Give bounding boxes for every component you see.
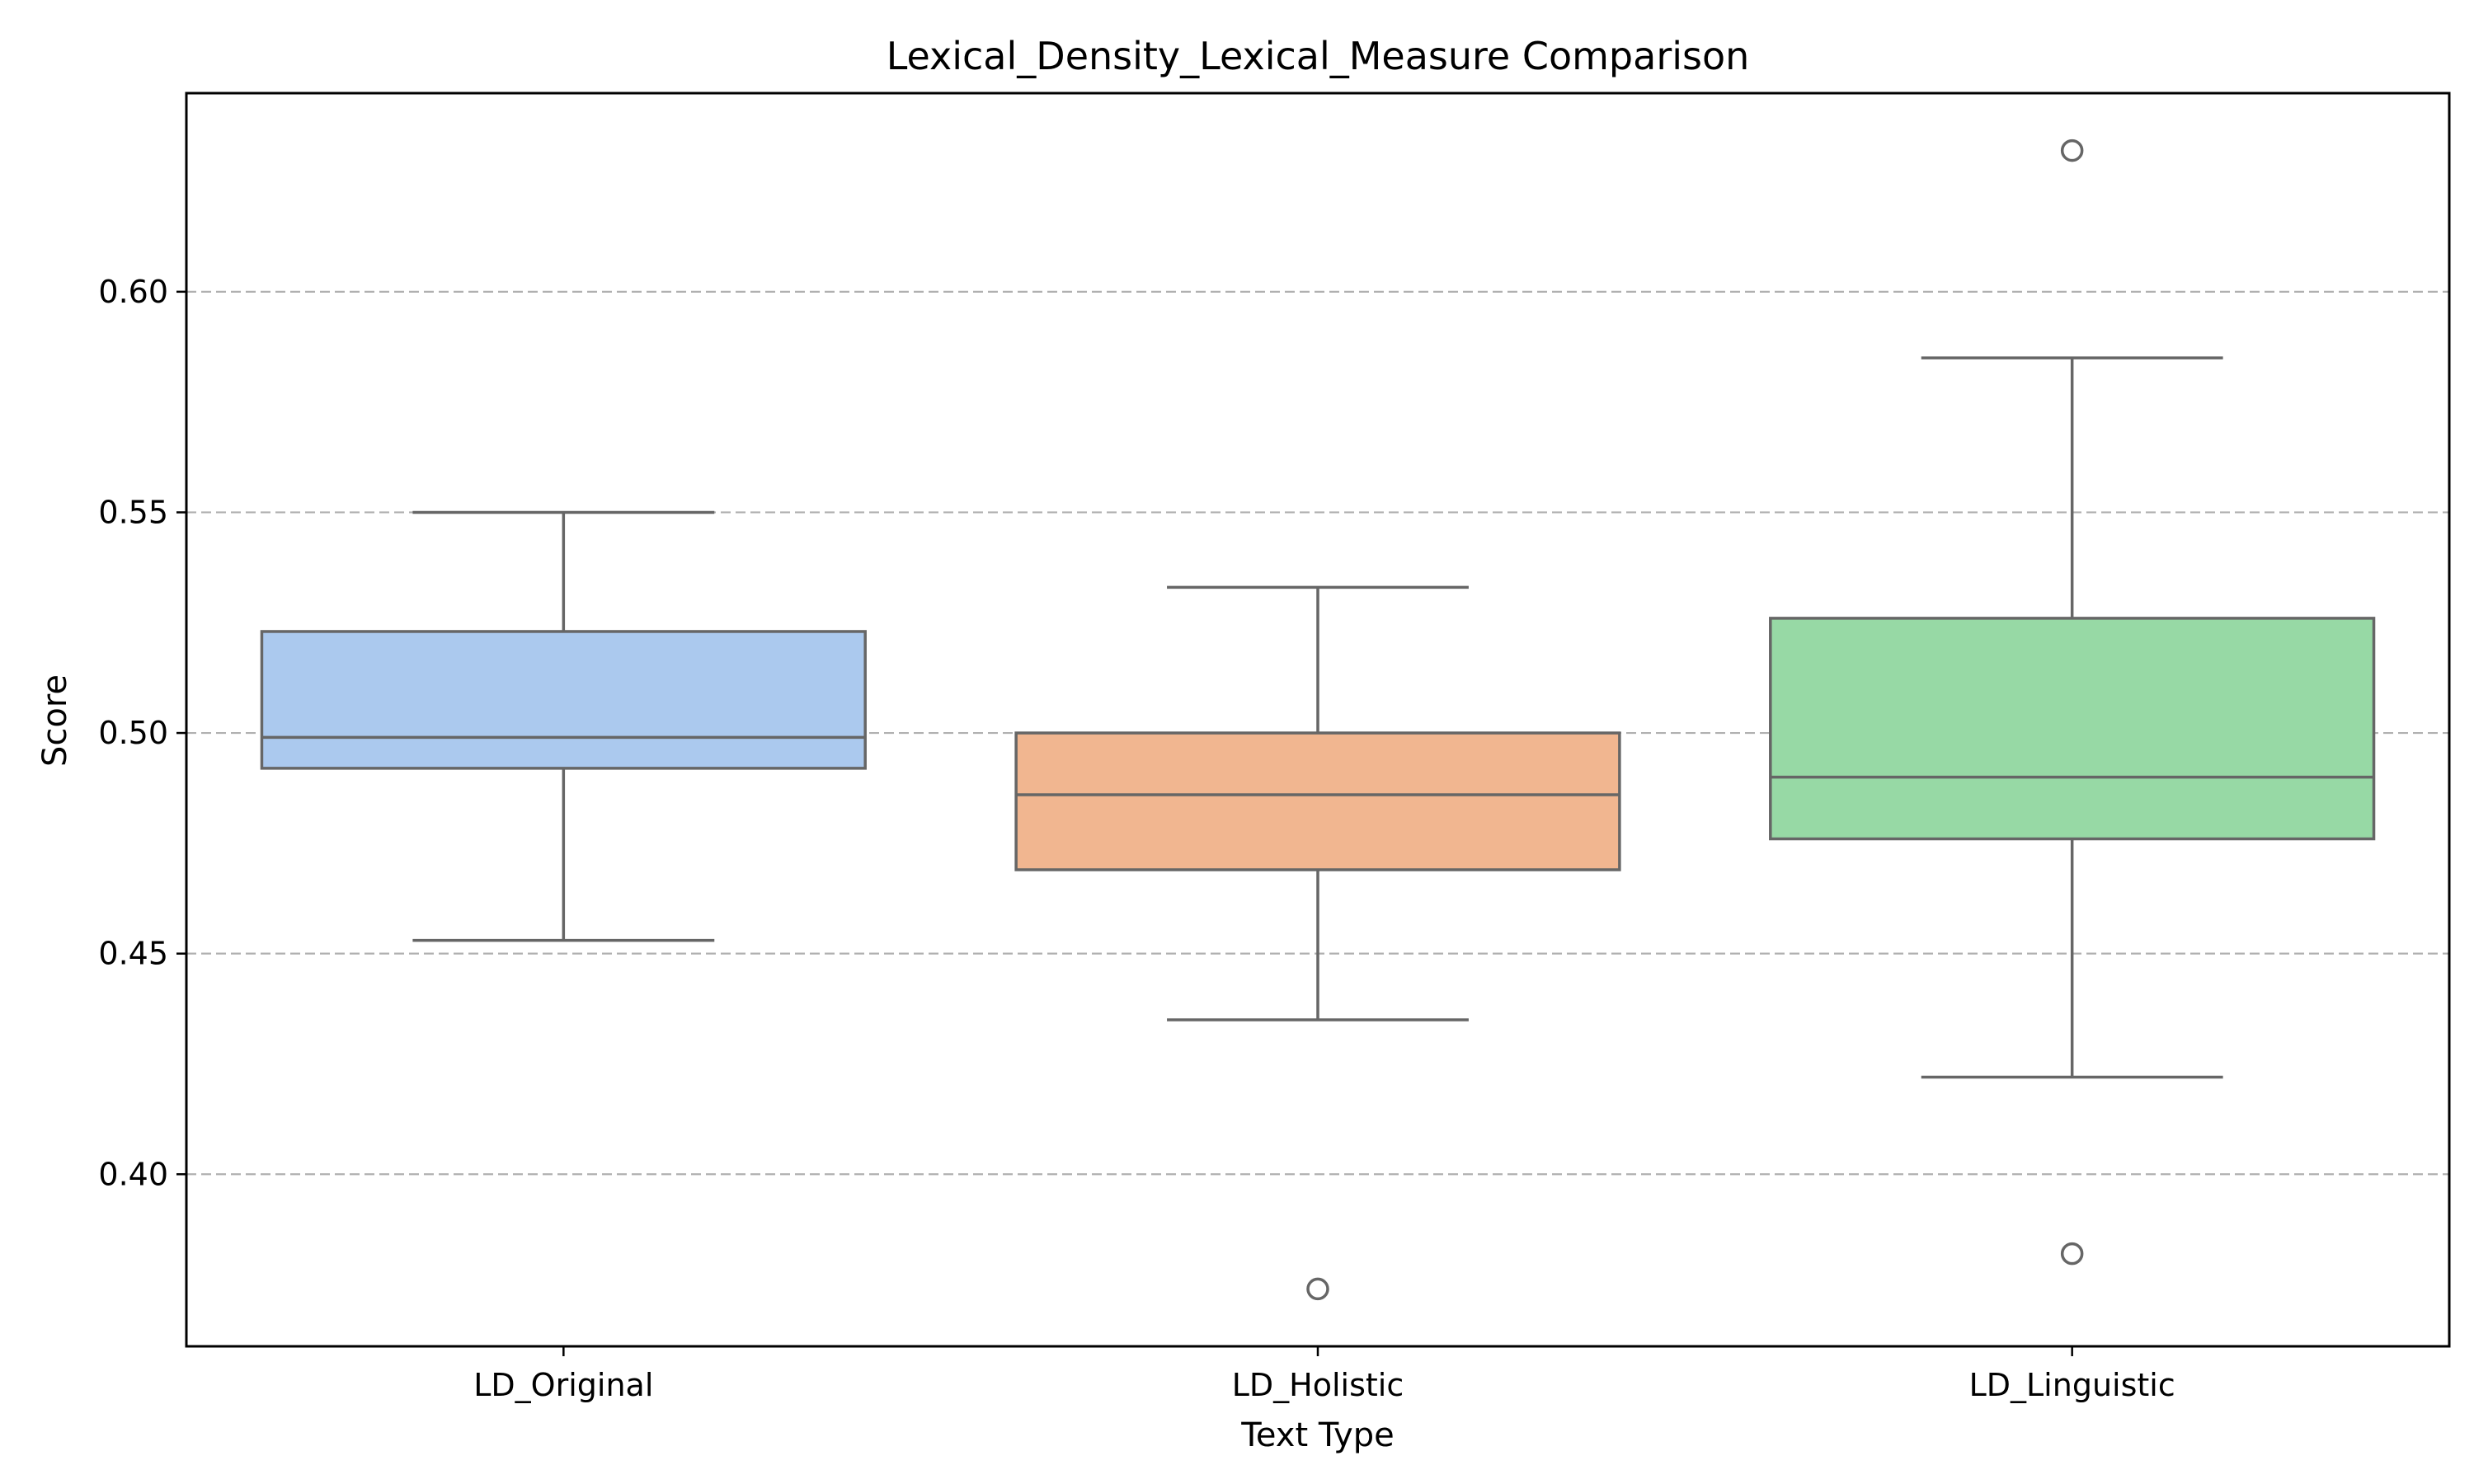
y-tick-label: 0.45: [98, 936, 168, 972]
y-tick-label: 0.55: [98, 494, 168, 530]
x-axis: LD_Original LD_Holistic LD_Linguistic: [473, 1346, 2175, 1403]
y-axis: 0.40 0.45 0.50 0.55 0.60: [98, 274, 186, 1192]
y-tick-label: 0.60: [98, 274, 168, 310]
y-axis-label: Score: [36, 674, 74, 767]
x-tick-label: LD_Original: [473, 1367, 653, 1403]
outlier-point: [1306, 1277, 1329, 1301]
x-axis-label: Text Type: [1240, 1416, 1395, 1454]
box-ld-linguistic: [1769, 139, 2376, 1266]
chart-title: Lexical_Density_Lexical_Measure Comparis…: [887, 34, 1750, 78]
iqr-box: [1769, 617, 2376, 841]
y-tick-label: 0.40: [98, 1156, 168, 1192]
x-tick-label: LD_Linguistic: [1969, 1367, 2175, 1403]
boxes: [260, 139, 2376, 1301]
x-tick-label: LD_Holistic: [1232, 1367, 1404, 1403]
box-ld-holistic: [1014, 585, 1621, 1301]
iqr-box: [1014, 731, 1621, 871]
iqr-box: [260, 630, 867, 770]
y-tick-label: 0.50: [98, 715, 168, 751]
outlier-point: [2060, 1242, 2084, 1266]
outlier-point: [2060, 139, 2084, 162]
box-ld-original: [260, 510, 867, 942]
